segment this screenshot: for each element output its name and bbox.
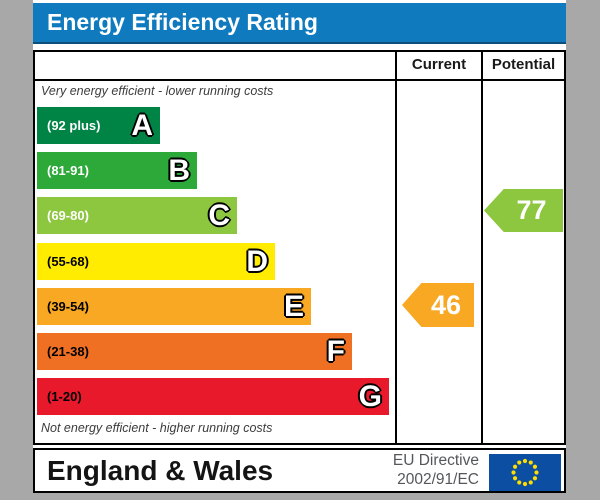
band-range-label: (21-38) xyxy=(47,344,89,359)
band-d: (55-68) D xyxy=(37,242,275,280)
page-title: Energy Efficiency Rating xyxy=(33,3,566,44)
band-range-label: (39-54) xyxy=(47,298,89,314)
column-divider-current xyxy=(395,50,397,445)
band-range-label: (92 plus) xyxy=(47,118,101,133)
band-g: (1-20) G xyxy=(37,378,389,416)
note-not-efficient: Not energy efficient - higher running co… xyxy=(41,421,273,435)
band-letter: G xyxy=(358,380,382,414)
band-range-label: (55-68) xyxy=(47,253,89,269)
footer-bar: England & Wales EU Directive 2002/91/EC xyxy=(33,448,566,493)
potential-rating-value: 77 xyxy=(516,195,547,225)
column-header-potential: Potential xyxy=(491,56,556,73)
band-range-label: (81-91) xyxy=(47,163,89,179)
header-separator xyxy=(33,79,566,81)
band-letter: F xyxy=(326,335,345,368)
current-rating-value: 46 xyxy=(430,290,462,320)
band-letter: E xyxy=(283,289,304,323)
note-very-efficient: Very energy efficient - lower running co… xyxy=(41,84,274,98)
band-f: (21-38) F xyxy=(37,333,352,370)
band-c: (69-80) C xyxy=(37,197,237,235)
column-header-current: Current xyxy=(411,56,467,73)
band-b: (81-91) B xyxy=(37,152,197,190)
band-letter: A xyxy=(131,109,153,142)
region-label: England & Wales xyxy=(47,455,274,486)
band-a: (92 plus) A xyxy=(37,107,160,144)
eu-directive-label: EU Directive 2002/91/EC xyxy=(335,451,479,489)
band-range-label: (69-80) xyxy=(47,208,89,224)
eu-directive-line2: 2002/91/EC xyxy=(397,471,479,488)
band-e: (39-54) E xyxy=(37,287,311,325)
eu-directive-line1: EU Directive xyxy=(392,452,479,469)
band-letter: C xyxy=(208,199,230,233)
band-letter: B xyxy=(168,154,190,188)
column-divider-potential xyxy=(481,50,483,445)
eu-flag-icon xyxy=(489,454,561,491)
band-letter: D xyxy=(246,244,268,278)
band-range-label: (1-20) xyxy=(47,389,82,405)
